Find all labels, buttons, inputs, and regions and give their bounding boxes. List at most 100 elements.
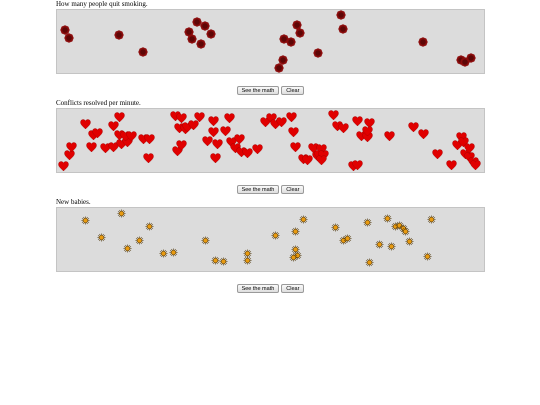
heart-icon	[289, 141, 301, 152]
lungs-icon	[206, 29, 216, 39]
lungs-icon	[200, 21, 210, 31]
lungs-icon	[196, 39, 206, 49]
clear-button[interactable]: Clear	[281, 284, 305, 293]
sun-icon	[400, 226, 410, 236]
caption-quit-smoking: How many people quit smoking.	[56, 0, 148, 8]
heart-icon	[207, 126, 219, 137]
heart-icon	[113, 111, 125, 122]
heart-icon	[287, 126, 299, 137]
heart-icon	[315, 154, 327, 165]
clear-button[interactable]: Clear	[281, 185, 305, 194]
sun-icon	[242, 255, 252, 265]
see-math-button[interactable]: See the math	[236, 185, 280, 194]
sun-icon	[290, 244, 300, 254]
heart-icon	[142, 152, 154, 163]
heart-icon	[383, 130, 395, 141]
sun-icon	[382, 213, 392, 223]
heart-icon	[125, 130, 137, 141]
canvas-new-babies[interactable]	[56, 207, 485, 272]
heart-icon	[143, 133, 155, 144]
sun-icon	[404, 236, 414, 246]
heart-icon	[351, 159, 363, 170]
see-math-button[interactable]: See the math	[236, 86, 280, 95]
heart-icon	[363, 117, 375, 128]
sun-icon	[422, 251, 432, 261]
heart-icon	[107, 120, 119, 131]
heart-icon	[175, 112, 187, 123]
sun-icon	[158, 248, 168, 258]
sun-icon	[290, 226, 300, 236]
caption-conflicts-resolved: Conflicts resolved per minute.	[56, 99, 141, 107]
section-quit-smoking: How many people quit smoking. See the ma…	[56, 0, 485, 95]
heart-icon	[187, 119, 199, 130]
clear-button[interactable]: Clear	[281, 86, 305, 95]
sun-icon	[342, 233, 352, 243]
sun-icon	[242, 248, 252, 258]
sun-icon	[218, 256, 228, 266]
heart-icon	[241, 147, 253, 158]
see-math-button[interactable]: See the math	[236, 284, 280, 293]
heart-icon	[431, 148, 443, 159]
heart-icon	[301, 154, 313, 165]
sun-icon	[96, 232, 106, 242]
canvas-conflicts-resolved[interactable]	[56, 108, 485, 173]
heart-icon	[233, 133, 245, 144]
section-new-babies: New babies. See the math Clear	[56, 198, 485, 293]
caption-new-babies: New babies.	[56, 198, 91, 206]
sun-icon	[200, 235, 210, 245]
lungs-icon	[295, 28, 305, 38]
heart-icon	[85, 141, 97, 152]
sun-icon	[362, 217, 372, 227]
lungs-icon	[279, 34, 289, 44]
heart-icon	[251, 143, 263, 154]
heart-icon	[445, 159, 457, 170]
heart-icon	[223, 112, 235, 123]
sun-icon	[330, 222, 340, 232]
sun-icon	[134, 235, 144, 245]
lungs-icon	[114, 30, 124, 40]
lungs-icon	[138, 47, 148, 57]
sun-icon	[288, 252, 298, 262]
lungs-icon	[466, 53, 476, 63]
sun-icon	[298, 214, 308, 224]
heart-icon	[285, 111, 297, 122]
heart-icon	[65, 141, 77, 152]
sun-icon	[270, 230, 280, 240]
lungs-icon	[192, 17, 202, 27]
lungs-icon	[418, 37, 428, 47]
heart-icon	[337, 122, 349, 133]
heart-icon	[209, 152, 221, 163]
sun-icon	[80, 215, 90, 225]
heart-icon	[193, 111, 205, 122]
heart-icon	[79, 118, 91, 129]
sun-icon	[386, 241, 396, 251]
heart-icon	[219, 125, 231, 136]
heart-icon	[469, 159, 481, 170]
lungs-icon	[292, 20, 302, 30]
lungs-icon	[274, 63, 284, 73]
heart-icon	[63, 149, 75, 160]
heart-icon	[407, 121, 419, 132]
heart-icon	[211, 138, 223, 149]
sun-icon	[122, 243, 132, 253]
sun-icon	[426, 214, 436, 224]
lungs-icon	[278, 55, 288, 65]
sun-icon	[364, 257, 374, 267]
heart-icon	[327, 109, 339, 120]
heart-icon	[57, 160, 69, 171]
heart-icon	[361, 125, 373, 136]
lungs-icon	[60, 25, 70, 35]
lungs-icon	[286, 37, 296, 47]
lungs-icon	[187, 34, 197, 44]
sun-icon	[210, 255, 220, 265]
sun-icon	[374, 239, 384, 249]
lungs-icon	[313, 48, 323, 58]
canvas-quit-smoking[interactable]	[56, 9, 485, 74]
heart-icon	[175, 139, 187, 150]
sun-icon	[144, 221, 154, 231]
heart-icon	[351, 115, 363, 126]
sun-icon	[116, 208, 126, 218]
heart-icon	[463, 142, 475, 153]
lungs-icon	[336, 10, 346, 20]
heart-icon	[417, 128, 429, 139]
